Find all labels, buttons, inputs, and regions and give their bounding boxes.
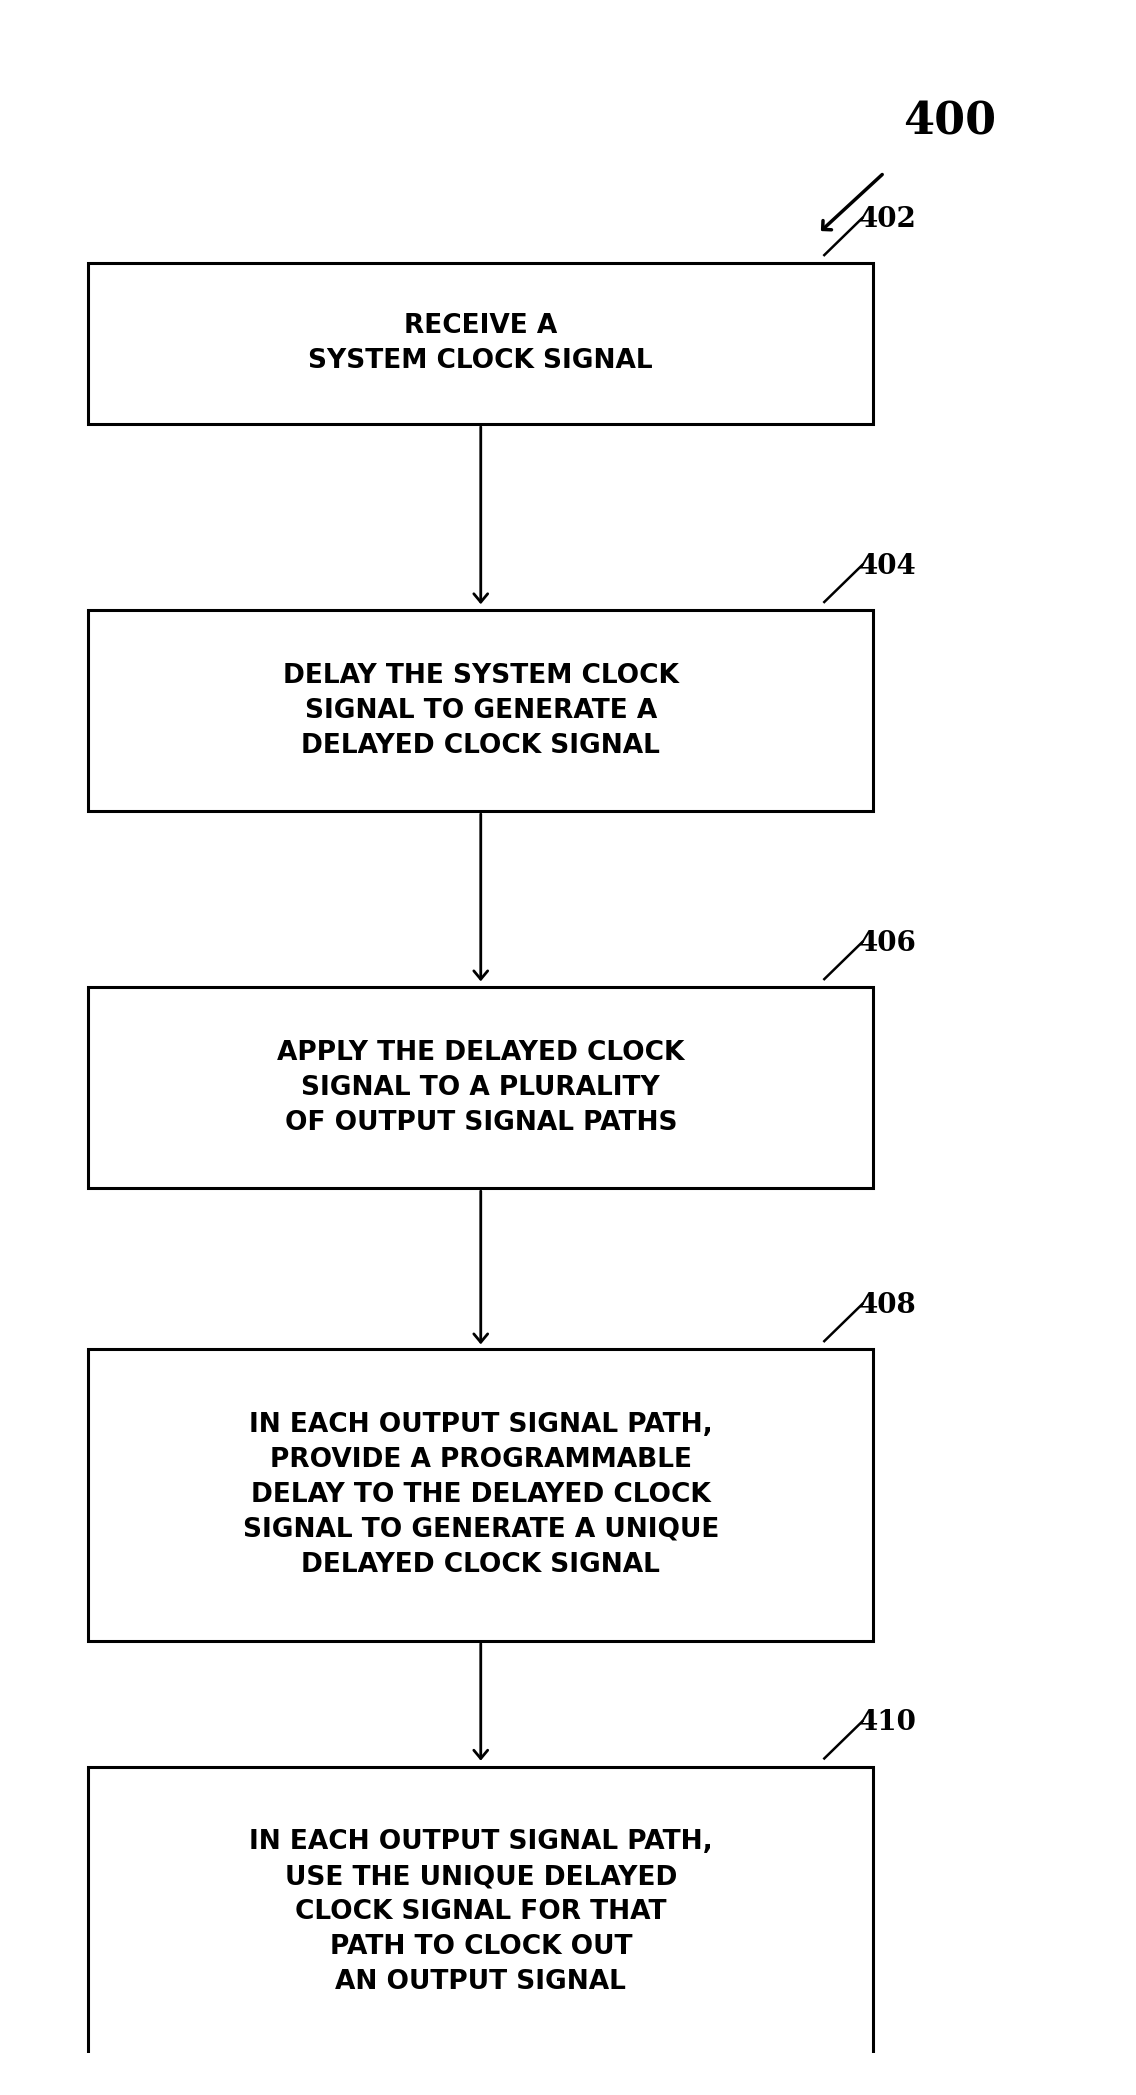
Bar [89,1349,874,1640]
Text: DELAY THE SYSTEM CLOCK
SIGNAL TO GENERATE A
DELAYED CLOCK SIGNAL: DELAY THE SYSTEM CLOCK SIGNAL TO GENERAT… [283,662,678,758]
Text: 400: 400 [903,101,996,145]
Text: 404: 404 [859,553,917,580]
Text: IN EACH OUTPUT SIGNAL PATH,
USE THE UNIQUE DELAYED
CLOCK SIGNAL FOR THAT
PATH TO: IN EACH OUTPUT SIGNAL PATH, USE THE UNIQ… [249,1829,712,1994]
Text: IN EACH OUTPUT SIGNAL PATH,
PROVIDE A PROGRAMMABLE
DELAY TO THE DELAYED CLOCK
SI: IN EACH OUTPUT SIGNAL PATH, PROVIDE A PR… [243,1412,719,1578]
Bar [89,1766,874,2057]
Text: 402: 402 [859,205,917,233]
Text: 408: 408 [859,1293,917,1320]
Text: 406: 406 [859,930,917,957]
Text: RECEIVE A
SYSTEM CLOCK SIGNAL: RECEIVE A SYSTEM CLOCK SIGNAL [309,312,653,375]
Text: 410: 410 [859,1710,917,1737]
Text: APPLY THE DELAYED CLOCK
SIGNAL TO A PLURALITY
OF OUTPUT SIGNAL PATHS: APPLY THE DELAYED CLOCK SIGNAL TO A PLUR… [277,1039,685,1135]
Bar [89,610,874,811]
Bar [89,264,874,423]
Bar [89,987,874,1188]
